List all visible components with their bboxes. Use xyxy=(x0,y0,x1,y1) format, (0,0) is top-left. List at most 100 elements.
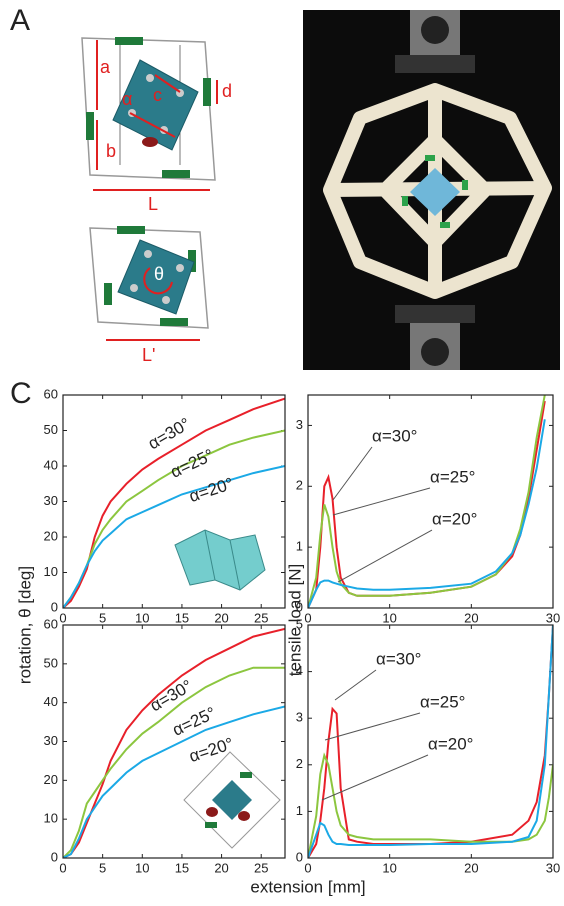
photo-part xyxy=(462,180,468,190)
schematic-label: b xyxy=(106,141,116,161)
photo-part xyxy=(425,155,435,161)
inset-schematic xyxy=(184,752,280,848)
y-tick-label: 50 xyxy=(44,422,58,437)
inset-schematic-part xyxy=(206,807,218,817)
x-axis-label: extension [mm] xyxy=(250,877,365,896)
photo xyxy=(303,10,560,370)
series-label: α=25° xyxy=(430,467,475,486)
schematic-top-part xyxy=(86,112,94,140)
y-tick-label: 20 xyxy=(44,772,58,787)
schematic-bottom xyxy=(90,226,208,340)
series-line xyxy=(63,629,285,858)
schematic-top-part xyxy=(115,37,143,45)
series-line xyxy=(308,401,545,608)
series-label: α=25° xyxy=(170,703,219,739)
x-tick-label: 5 xyxy=(99,610,106,625)
y-tick-label: 1 xyxy=(296,539,303,554)
photo-part xyxy=(395,55,475,73)
inset-schematic-part xyxy=(240,772,252,778)
series-label: α=20° xyxy=(187,734,236,766)
y-tick-label: 1 xyxy=(296,803,303,818)
leader-line xyxy=(333,488,430,515)
schematic-label: L' xyxy=(142,345,155,365)
schematic-bottom-part xyxy=(104,283,112,305)
schematic-bottom-part xyxy=(130,284,138,292)
schematic-bottom-part xyxy=(176,264,184,272)
schematic-top-part xyxy=(162,170,190,178)
inset-shape xyxy=(175,530,265,590)
schematic-bottom-part xyxy=(160,318,188,326)
series-label: α=30° xyxy=(145,414,194,453)
y-tick-label: 3 xyxy=(296,710,303,725)
x-tick-label: 5 xyxy=(99,860,106,875)
schematic-label: α xyxy=(122,89,132,109)
x-tick-label: 10 xyxy=(382,610,396,625)
y-tick-label: 5 xyxy=(296,616,303,631)
figure: A B C a b c d α L θ L' xyxy=(0,0,564,906)
series-line xyxy=(308,419,545,608)
schematic-label: θ xyxy=(154,264,164,284)
x-tick-label: 25 xyxy=(254,610,268,625)
y-tick-label: 40 xyxy=(44,694,58,709)
x-tick-label: 20 xyxy=(464,610,478,625)
leader-line xyxy=(322,755,428,800)
series-label: α=20° xyxy=(428,734,473,753)
inset-shape-part xyxy=(175,530,265,590)
schematic-label: L xyxy=(148,194,158,214)
series-label: α=20° xyxy=(187,474,236,506)
y-tick-label: 60 xyxy=(44,616,58,631)
schematic-label: a xyxy=(100,57,111,77)
y-tick-label: 0 xyxy=(296,849,303,864)
x-tick-label: 0 xyxy=(304,610,311,625)
photo-part xyxy=(421,16,449,44)
x-tick-label: 10 xyxy=(135,610,149,625)
x-tick-label: 20 xyxy=(464,860,478,875)
y-tick-label: 30 xyxy=(44,493,58,508)
panel-label: C xyxy=(10,377,32,410)
series-label: α=25° xyxy=(420,692,465,711)
x-tick-label: 0 xyxy=(304,860,311,875)
y-tick-label: 2 xyxy=(296,478,303,493)
leader-line xyxy=(335,670,376,700)
leader-line xyxy=(338,530,432,582)
y-tick-label: 10 xyxy=(44,564,58,579)
x-tick-label: 25 xyxy=(254,860,268,875)
x-tick-label: 30 xyxy=(546,860,560,875)
series-label: α=30° xyxy=(376,649,421,668)
y-axis-label: rotation, θ [deg] xyxy=(15,566,34,684)
photo-part xyxy=(440,222,450,228)
y-tick-label: 0 xyxy=(296,599,303,614)
schematic-top-part xyxy=(142,137,158,147)
x-tick-label: 15 xyxy=(175,860,189,875)
x-tick-label: 30 xyxy=(546,610,560,625)
y-tick-label: 2 xyxy=(296,756,303,771)
leader-line xyxy=(333,447,372,500)
plot-frame xyxy=(63,625,285,858)
y-tick-label: 4 xyxy=(296,663,303,678)
series-label: α=20° xyxy=(432,509,477,528)
x-tick-label: 10 xyxy=(135,860,149,875)
series-label: α=30° xyxy=(372,426,417,445)
x-tick-label: 0 xyxy=(59,610,66,625)
inset-schematic-part xyxy=(238,811,250,821)
x-tick-label: 20 xyxy=(214,610,228,625)
x-tick-label: 20 xyxy=(214,860,228,875)
schematic-label: c xyxy=(153,85,162,105)
series-label: α=30° xyxy=(147,676,196,715)
schematic-label: d xyxy=(222,81,232,101)
y-tick-label: 3 xyxy=(296,417,303,432)
schematic-top-part xyxy=(203,78,211,106)
y-tick-label: 50 xyxy=(44,655,58,670)
series-label: α=25° xyxy=(168,445,217,481)
inset-schematic-part xyxy=(205,822,217,828)
schematic-bottom-part xyxy=(144,250,152,258)
photo-part xyxy=(402,196,408,206)
x-tick-label: 10 xyxy=(382,860,396,875)
series-line xyxy=(63,431,285,609)
x-tick-label: 0 xyxy=(59,860,66,875)
plot-frame xyxy=(308,395,553,608)
y-tick-label: 0 xyxy=(51,599,58,614)
schematic-top-part xyxy=(146,74,154,82)
y-tick-label: 20 xyxy=(44,528,58,543)
leader-line xyxy=(325,713,420,740)
